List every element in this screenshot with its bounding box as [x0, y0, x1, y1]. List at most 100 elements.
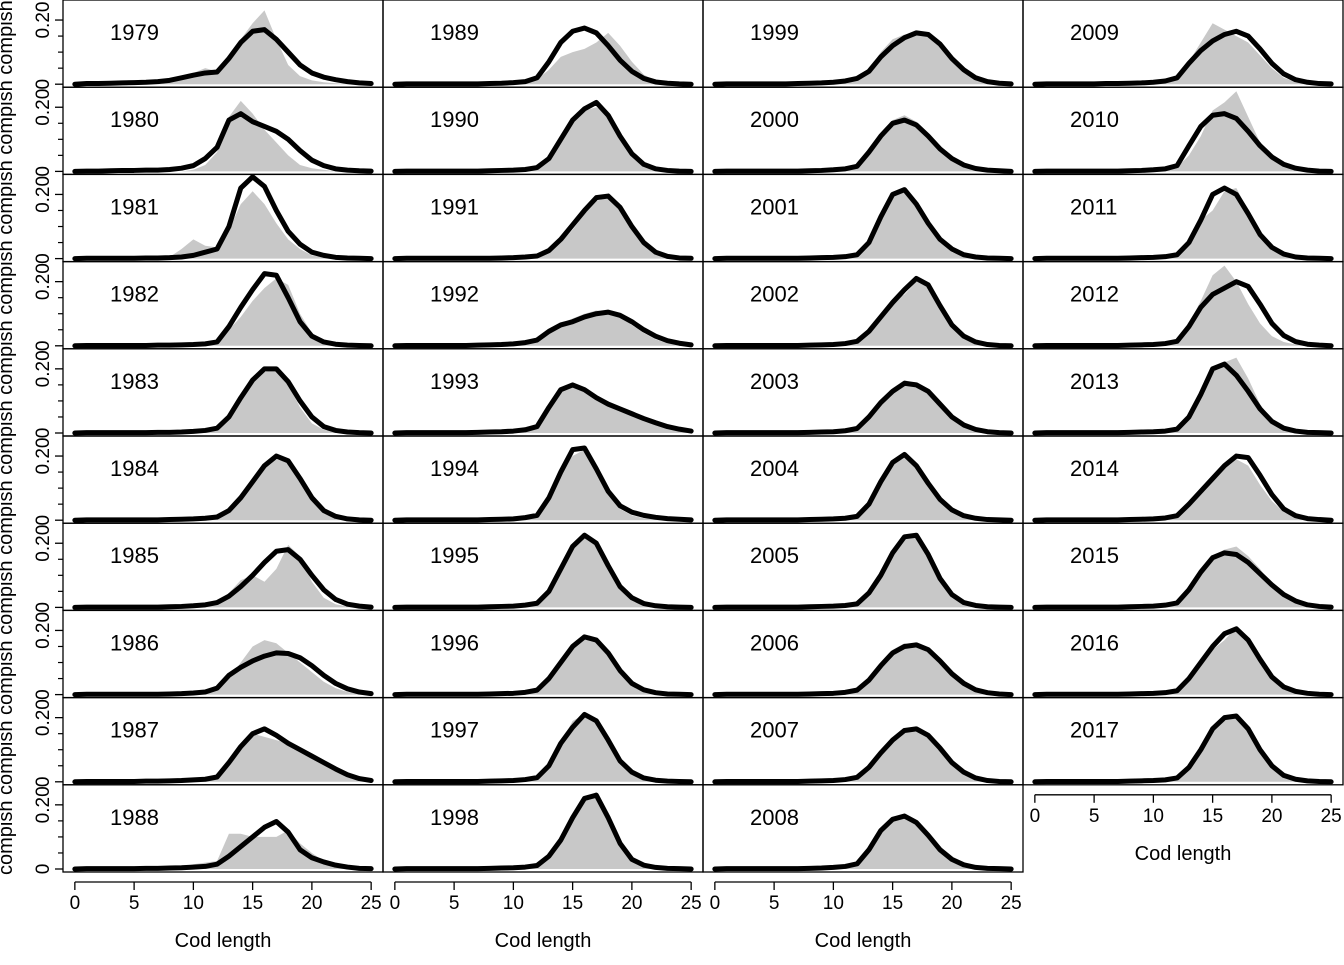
year-label-1998: 1998 [430, 805, 479, 830]
fitted-line-1990 [392, 99, 694, 174]
observed-area-1985 [74, 544, 372, 608]
y-tick-label-1981-0: 0 [33, 253, 54, 264]
y-tick-label-1985-1: 0.20 [33, 525, 54, 562]
year-label-1999: 1999 [750, 20, 799, 45]
year-label-1992: 1992 [430, 282, 479, 307]
observed-area-2011 [1034, 188, 1332, 259]
year-label-1987: 1987 [110, 718, 159, 743]
panel-2013: 2013 [1022, 348, 1344, 437]
year-label-2006: 2006 [750, 630, 799, 655]
x-tick-label-2017-5: 25 [1321, 806, 1342, 827]
y-tick-label-1983-0: 0 [33, 428, 54, 439]
panel-2016: 2016 [1022, 609, 1344, 699]
x-tick-label-1988-0: 0 [70, 893, 81, 914]
observed-area-1990 [394, 107, 692, 172]
fitted-line-1984 [72, 453, 374, 523]
fitted-line-2002 [712, 275, 1014, 349]
fitted-line-1980 [72, 111, 374, 174]
year-label-2016: 2016 [1070, 630, 1119, 655]
fitted-line-2004 [712, 451, 1014, 523]
panel-2007: 2007 [702, 696, 1024, 786]
observed-area-2004 [714, 456, 1012, 521]
year-label-1994: 1994 [430, 456, 479, 481]
x-tick-label-1988-3: 15 [242, 893, 263, 914]
panel-1990: 1990 [382, 86, 704, 176]
fitted-line-1987 [72, 726, 374, 785]
fitted-line-1989 [392, 25, 694, 87]
y-axis-label-strip: compish compish compish compish compish … [0, 0, 17, 875]
x-tick-label-2017-3: 15 [1202, 806, 1223, 827]
year-label-1983: 1983 [110, 369, 159, 394]
year-label-1989: 1989 [430, 20, 479, 45]
panel-2000: 2000 [702, 86, 1024, 176]
year-label-2012: 2012 [1070, 282, 1119, 307]
year-label-1988: 1988 [110, 805, 159, 830]
x-tick-label-2017-2: 10 [1143, 806, 1164, 827]
y-tick-label-1981-1: 0.20 [33, 176, 54, 213]
observed-area-1993 [394, 383, 692, 433]
x-tick-label-2008-1: 5 [769, 893, 780, 914]
year-label-1997: 1997 [430, 718, 479, 743]
fitted-line-1979 [72, 27, 374, 87]
fitted-line-2012 [1032, 279, 1334, 349]
fitted-line-2011 [1032, 185, 1334, 262]
year-label-1982: 1982 [110, 282, 159, 307]
panel-1979: 1979 0 0.20 [33, 0, 384, 89]
year-label-1984: 1984 [110, 456, 159, 481]
panel-frame-2017 [1022, 696, 1344, 786]
x-tick-label-2017-1: 5 [1089, 806, 1100, 827]
x-axis-label-1988: Cod length [175, 930, 272, 952]
x-tick-label-1998-2: 10 [503, 893, 524, 914]
panel-2003: 2003 [702, 348, 1024, 437]
fitted-line-1993 [392, 382, 694, 436]
year-label-2003: 2003 [750, 369, 799, 394]
year-label-2011: 2011 [1070, 194, 1117, 219]
panel-2011: 2011 [1022, 173, 1344, 263]
panel-frame-2008 [702, 784, 1024, 873]
x-tick-label-1988-5: 25 [361, 893, 382, 914]
year-label-1980: 1980 [110, 107, 159, 132]
y-tick-label-1980-0: 0 [33, 166, 54, 177]
panel-1999: 1999 [702, 0, 1024, 88]
panel-2017: 2017 0 5 10 15 20 25 Cod length [1022, 696, 1344, 865]
observed-area-1997 [394, 714, 692, 782]
observed-area-2014 [1034, 459, 1332, 521]
observed-area-1987 [74, 733, 372, 782]
fitted-line-1998 [392, 792, 694, 872]
observed-area-2016 [1034, 627, 1332, 695]
panel-1984: 1984 0 0.20 [33, 435, 384, 525]
y-axis-label: compish compish compish compish compish … [0, 0, 17, 875]
fitted-line-1983 [72, 366, 374, 436]
year-label-2008: 2008 [750, 805, 799, 830]
fitted-line-1996 [392, 634, 694, 698]
observed-area-2003 [714, 380, 1012, 433]
panel-1988: 1988 0 0.20 0 5 10 15 20 25 Cod length [33, 784, 384, 952]
year-label-2009: 2009 [1070, 20, 1119, 45]
y-tick-label-1987-0: 0 [33, 777, 54, 788]
panel-2009: 2009 [1022, 0, 1344, 88]
y-tick-label-1979-1: 0.20 [33, 2, 54, 39]
panel-1996: 1996 [382, 609, 704, 699]
y-tick-label-1988-1: 0.20 [33, 786, 54, 823]
panel-1987: 1987 0 0.20 [33, 696, 384, 788]
x-axis-label-2008: Cod length [815, 930, 912, 952]
panel-2012: 2012 [1022, 260, 1344, 350]
observed-area-1998 [394, 792, 692, 869]
fitted-line-2014 [1032, 453, 1334, 523]
year-label-2002: 2002 [750, 282, 799, 307]
y-tick-label-1987-1: 0.20 [33, 699, 54, 736]
x-tick-label-1988-2: 10 [183, 893, 204, 914]
x-tick-label-1998-5: 25 [681, 893, 702, 914]
observed-area-2006 [714, 643, 1012, 695]
observed-area-2010 [1034, 91, 1332, 172]
panel-2015: 2015 [1022, 522, 1344, 612]
year-label-1993: 1993 [430, 369, 479, 394]
fitted-line-2017 [1032, 713, 1334, 785]
observed-area-1986 [74, 640, 372, 695]
panel-1989: 1989 [382, 0, 704, 88]
panel-2004: 2004 [702, 435, 1024, 524]
observed-area-2005 [714, 535, 1012, 608]
fitted-line-1985 [72, 547, 374, 610]
x-tick-label-1998-3: 15 [562, 893, 583, 914]
observed-area-1983 [74, 368, 372, 433]
